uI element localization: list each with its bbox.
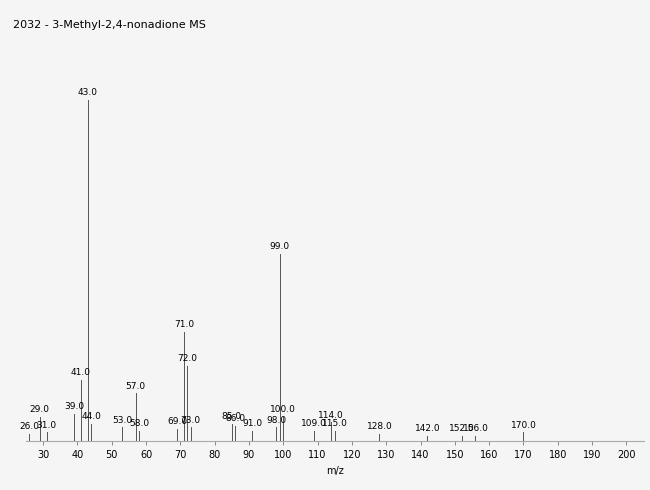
Text: 58.0: 58.0: [129, 419, 150, 428]
Text: 85.0: 85.0: [222, 412, 242, 421]
Text: 29.0: 29.0: [30, 405, 49, 415]
Text: 44.0: 44.0: [81, 412, 101, 421]
Text: 115.0: 115.0: [322, 419, 348, 428]
Text: 86.0: 86.0: [225, 414, 245, 423]
Text: 91.0: 91.0: [242, 419, 263, 428]
Text: 170.0: 170.0: [510, 421, 536, 430]
Text: 99.0: 99.0: [270, 242, 290, 251]
Text: 69.0: 69.0: [167, 417, 187, 426]
Text: 57.0: 57.0: [125, 382, 146, 391]
Text: 41.0: 41.0: [71, 368, 91, 377]
Text: 128.0: 128.0: [367, 422, 392, 432]
X-axis label: m/z: m/z: [326, 466, 344, 476]
Text: 53.0: 53.0: [112, 416, 132, 425]
Text: 152.0: 152.0: [448, 424, 474, 433]
Text: 39.0: 39.0: [64, 402, 84, 411]
Text: 2032 - 3-Methyl-2,4-nonadione MS: 2032 - 3-Methyl-2,4-nonadione MS: [13, 20, 206, 29]
Text: 71.0: 71.0: [174, 320, 194, 329]
Text: 156.0: 156.0: [462, 424, 488, 433]
Text: 142.0: 142.0: [415, 424, 440, 433]
Text: 31.0: 31.0: [36, 421, 57, 430]
Text: 73.0: 73.0: [181, 416, 201, 425]
Text: 98.0: 98.0: [266, 416, 287, 425]
Text: 109.0: 109.0: [301, 419, 327, 428]
Text: 26.0: 26.0: [20, 422, 40, 432]
Text: 114.0: 114.0: [318, 411, 344, 419]
Text: 72.0: 72.0: [177, 354, 197, 363]
Text: 100.0: 100.0: [270, 405, 296, 415]
Text: 43.0: 43.0: [78, 88, 98, 98]
